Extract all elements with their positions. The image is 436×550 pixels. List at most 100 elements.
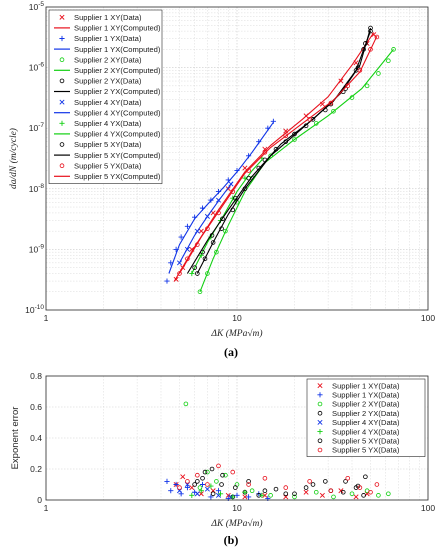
data-point <box>204 486 210 492</box>
series-supplier-5-yx-data <box>177 34 380 276</box>
legend-item: Supplier 2 YX(Data) <box>59 77 142 86</box>
data-point <box>192 482 197 487</box>
legend-item: Supplier 1 XY(Data) <box>317 381 400 390</box>
panel-b-caption: (b) <box>224 533 239 547</box>
legend-item: Supplier 5 XY(Data) <box>59 140 142 149</box>
data-point <box>349 491 355 497</box>
legend-label: Supplier 4 YX(Data) <box>74 119 142 128</box>
legend-marker-swatch <box>59 14 65 20</box>
y-tick-label: 0 <box>37 495 42 505</box>
data-point <box>310 117 316 122</box>
data-point <box>195 271 200 276</box>
legend-item: Supplier 1 YX(Data) <box>317 391 400 400</box>
legend-item: Supplier 5 YX(Data) <box>59 161 142 170</box>
data-point <box>220 216 225 222</box>
data-point <box>262 492 268 498</box>
data-point <box>189 492 195 498</box>
data-point <box>195 472 200 478</box>
data-point <box>197 289 203 295</box>
data-point <box>164 278 170 284</box>
x-tick-label: 1 <box>44 313 49 323</box>
legend-label: Supplier 1 YX(Computed) <box>74 45 161 54</box>
y-tick-label: 10-8 <box>29 183 45 194</box>
data-point <box>208 494 214 500</box>
data-point <box>292 137 297 142</box>
legend-label: Supplier 2 YX(Computed) <box>74 87 161 96</box>
data-point <box>210 491 216 497</box>
panel-b-ticks: 1 10 100 0 0.2 0.4 0.6 0.8 <box>30 371 435 513</box>
data-point <box>195 479 200 484</box>
legend-label: Supplier 2 YX(Data) <box>74 77 142 86</box>
data-point <box>374 482 380 487</box>
legend-item: Supplier 5 XY(Data) <box>317 437 400 446</box>
legend-item: Supplier 4 XY(Data) <box>317 418 400 427</box>
data-point <box>259 492 265 498</box>
x-tick-label: 100 <box>421 313 435 323</box>
data-point <box>307 479 312 484</box>
data-point <box>242 494 248 500</box>
data-point <box>209 466 215 472</box>
data-point <box>376 71 381 76</box>
y-tick-label: 10-9 <box>29 243 45 254</box>
data-point <box>185 479 190 484</box>
fit-line <box>186 27 372 274</box>
legend-label: Supplier 5 YX(Data) <box>332 446 400 455</box>
data-point <box>164 478 170 484</box>
legend-item: Supplier 2 XY(Computed) <box>54 66 161 75</box>
panel-a-series <box>164 25 396 295</box>
fit-line <box>191 159 263 274</box>
data-point <box>268 493 273 498</box>
data-point <box>225 492 231 498</box>
data-point <box>310 482 316 487</box>
data-point <box>194 491 200 497</box>
data-point <box>262 475 268 481</box>
series-supplier-5-yx-data <box>177 463 380 495</box>
legend-item: Supplier 4 YX(Data) <box>317 427 400 436</box>
panel-a-y-axis-label: da/dN (m/cycle) <box>8 128 19 189</box>
series-supplier-4-xy-computed <box>179 181 234 264</box>
data-point <box>357 485 363 490</box>
data-point <box>205 271 210 276</box>
data-point <box>242 165 248 171</box>
panel-b-series <box>164 401 391 502</box>
data-point <box>233 485 238 490</box>
data-point <box>177 485 182 490</box>
y-tick-label: 0.2 <box>30 464 42 474</box>
data-point <box>368 47 373 52</box>
data-point <box>230 189 236 194</box>
data-point <box>283 133 289 139</box>
y-tick-label: 0.8 <box>30 371 42 381</box>
legend-label: Supplier 4 XY(Computed) <box>74 108 161 117</box>
data-point <box>210 210 216 216</box>
data-point <box>364 83 370 89</box>
legend-label: Supplier 4 YX(Data) <box>332 427 400 436</box>
data-point <box>340 489 346 495</box>
data-point <box>198 491 204 497</box>
panel-a-caption: (a) <box>224 345 238 359</box>
fit-line <box>179 181 234 264</box>
data-point <box>374 34 380 40</box>
legend-label: Supplier 5 XY(Data) <box>74 140 142 149</box>
legend-label: Supplier 4 YX(Computed) <box>74 130 161 139</box>
data-point <box>215 488 222 494</box>
data-point <box>345 83 351 89</box>
data-point <box>313 489 319 495</box>
data-point <box>331 494 336 500</box>
data-point <box>303 489 309 495</box>
legend-label: Supplier 5 YX(Data) <box>74 161 142 170</box>
y-tick-label: 0.4 <box>30 433 42 443</box>
y-tick-label: 10-6 <box>29 62 45 73</box>
series-supplier-5-yx-computed <box>179 35 378 274</box>
data-point <box>343 479 348 484</box>
data-point <box>177 271 182 276</box>
data-point <box>210 240 216 245</box>
data-point <box>246 168 251 173</box>
panel-b-chart: 1 10 100 0 0.2 0.4 0.6 0.8 ΔK (MPa√m) Exponent … <box>10 371 435 547</box>
data-point <box>331 109 336 114</box>
data-point <box>205 226 210 231</box>
panel-a-x-axis-label: ΔK (MPa√m) <box>210 328 262 339</box>
data-point <box>246 482 251 487</box>
data-point <box>245 494 252 500</box>
series-supplier-1-yx-computed <box>168 121 274 274</box>
data-point <box>262 488 268 494</box>
